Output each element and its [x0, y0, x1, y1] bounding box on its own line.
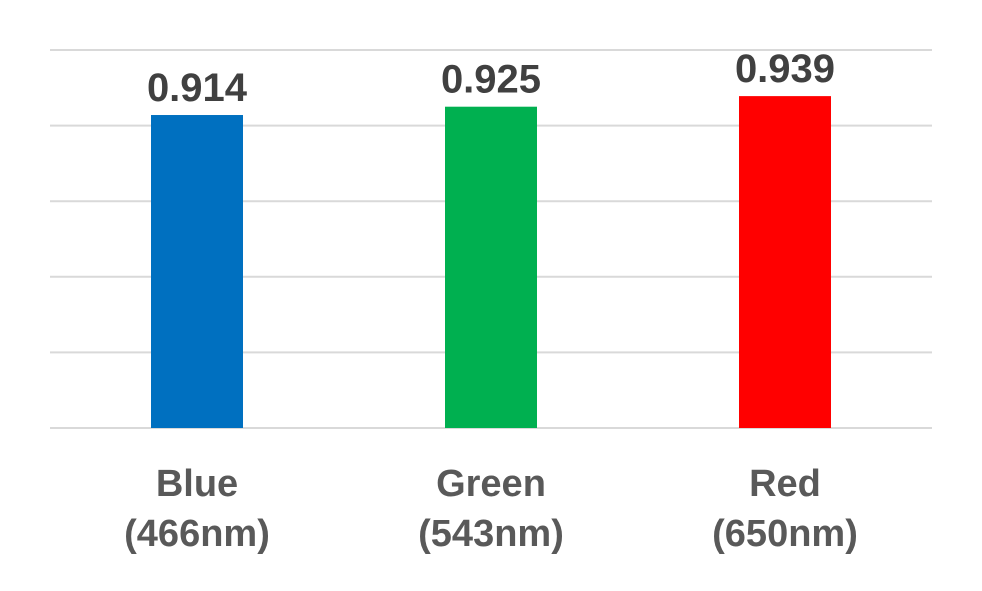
x-tick-label: (650nm) [712, 513, 858, 555]
bar-green [445, 106, 537, 428]
x-tick-label: Red [749, 463, 821, 505]
category-labels: Blue (466nm) Green (543nm) Red (650nm) [124, 463, 858, 555]
x-tick-label: Blue [156, 463, 238, 505]
bar-red [739, 96, 831, 428]
data-label: 0.925 [441, 58, 541, 102]
bars [151, 96, 831, 429]
x-tick-label: (466nm) [124, 513, 270, 555]
x-tick-label: Green [436, 463, 546, 505]
data-label: 0.914 [147, 66, 248, 110]
x-tick-label: (543nm) [418, 513, 564, 555]
bar-blue [151, 115, 243, 429]
data-label: 0.939 [735, 47, 835, 91]
value-labels: 0.914 0.925 0.939 [147, 47, 835, 110]
